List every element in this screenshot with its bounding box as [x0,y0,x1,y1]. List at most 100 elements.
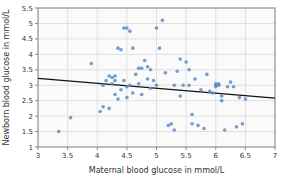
tick-label-x: 6 [214,152,219,160]
tick-label-y: 2 [29,113,33,121]
point [107,107,111,111]
point [137,82,141,86]
tick-y [35,100,38,101]
x-axis-label: Maternal blood glucose in mmol/L [89,166,225,175]
point [187,83,191,87]
point [146,65,150,69]
tick-x [156,147,157,150]
tick-y [35,131,38,132]
point [164,71,168,75]
point [110,82,114,86]
point [116,97,120,101]
point [152,79,156,83]
tick-label-x: 7 [273,152,277,160]
tick-y [35,116,38,117]
point [238,96,242,100]
point [202,127,206,131]
tick-label-y: 3.5 [22,66,33,74]
point [104,79,108,83]
grid-line-y [38,116,275,117]
tick-x [186,147,187,150]
point [172,128,176,132]
point [211,91,215,95]
tick-label-x: 5.5 [181,152,192,160]
point [190,122,194,126]
point [125,96,129,100]
grid-line-y [38,69,275,70]
point [172,83,176,87]
tick-label-x: 5 [154,152,158,160]
plot-background [38,8,275,147]
tick-label-y: 5.5 [22,5,33,13]
tick-label-x: 3.5 [62,152,73,160]
point [113,74,117,78]
grid-line-x [186,8,187,147]
point [232,85,236,89]
point [134,73,138,77]
tick-y [35,23,38,24]
point [217,82,221,86]
chart: 33.544.555.566.5711.522.533.544.555.5Mat… [0,0,285,177]
point [220,94,224,98]
grid-line-x [67,8,68,147]
point [146,77,150,81]
trend-line [38,78,275,98]
point [184,60,188,64]
point [241,122,245,126]
point [193,77,197,81]
point [140,93,144,97]
point [205,73,209,77]
point [155,83,159,87]
grid [38,8,275,147]
tick-y [35,85,38,86]
point [244,97,248,101]
point [69,116,73,120]
tick-label-y: 1.5 [22,128,33,136]
tick-label-y: 2.5 [22,97,33,105]
point [220,99,224,103]
grid-line-y [38,23,275,24]
point [161,19,165,23]
y-axis-label: Newborn blood glucose in mmol/L [2,9,11,145]
grid-line-y [38,54,275,55]
data [38,19,275,134]
point [125,26,129,30]
grid-line-y [38,100,275,101]
point [128,29,132,33]
tick-label-x: 6.5 [240,152,251,160]
point [155,26,159,30]
point [128,83,132,87]
tick-y [35,54,38,55]
tick-x [97,147,98,150]
grid-line-x [97,8,98,147]
point [229,80,233,84]
grid-line-y [38,131,275,132]
grid-line-x [215,8,216,147]
tick-x [126,147,127,150]
tick-label-y: 1 [29,144,33,152]
point [113,93,117,97]
point [196,124,200,128]
tick-label-x: 3 [36,152,40,160]
point [175,70,179,74]
grid-line-x [245,8,246,147]
tick-y [35,147,38,148]
point [140,66,144,70]
point [235,125,239,129]
tick-label-y: 3 [29,82,33,90]
point [199,88,203,92]
tick-y [35,69,38,70]
tick-x [215,147,216,150]
point [101,105,105,109]
tick-y [35,38,38,39]
axes: 33.544.555.566.5711.522.533.544.555.5 [22,5,277,161]
tick-x [67,147,68,150]
point [178,57,182,61]
point [226,85,230,89]
point [122,79,126,83]
point [101,83,105,87]
point [223,128,227,132]
tick-label-x: 4 [95,152,100,160]
point [158,46,162,50]
point [98,110,102,114]
